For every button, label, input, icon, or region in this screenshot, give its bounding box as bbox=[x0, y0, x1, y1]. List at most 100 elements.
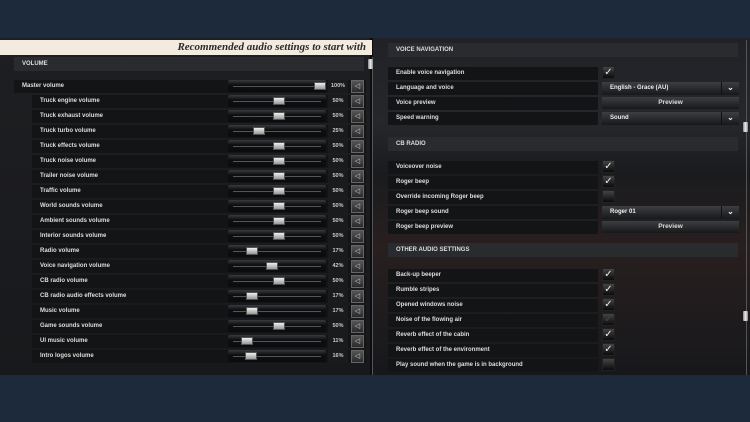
volume-percent: 11% bbox=[328, 335, 348, 348]
speaker-icon[interactable]: ◁ bbox=[351, 200, 364, 213]
speaker-icon[interactable]: ◁ bbox=[351, 140, 364, 153]
volume-slider[interactable] bbox=[228, 260, 326, 272]
speaker-icon[interactable]: ◁ bbox=[351, 290, 364, 303]
volume-percent: 25% bbox=[328, 125, 348, 138]
left-scrollbar[interactable] bbox=[368, 59, 373, 69]
speaker-icon[interactable]: ◁ bbox=[351, 185, 364, 198]
slider-knob[interactable] bbox=[252, 127, 265, 135]
speaker-icon[interactable]: ◁ bbox=[351, 245, 364, 258]
slider-knob[interactable] bbox=[314, 82, 326, 90]
volume-percent: 17% bbox=[328, 290, 348, 303]
setting-label: Reverb effect of the environment bbox=[388, 344, 598, 357]
volume-slider[interactable] bbox=[228, 215, 326, 227]
volume-slider[interactable] bbox=[228, 185, 326, 197]
checkbox[interactable]: ✓ bbox=[602, 190, 615, 203]
chevron-down-icon[interactable]: ⌄ bbox=[721, 112, 739, 125]
panel-divider bbox=[370, 38, 373, 375]
left-scroll-track[interactable] bbox=[372, 57, 373, 375]
speaker-icon[interactable]: ◁ bbox=[351, 230, 364, 243]
checkbox[interactable]: ✓ bbox=[602, 343, 615, 356]
dropdown-value: English - Grace (AU) bbox=[610, 85, 669, 91]
preview-button[interactable]: Preview bbox=[602, 221, 739, 233]
slider-knob[interactable] bbox=[266, 262, 279, 270]
volume-slider[interactable] bbox=[228, 140, 326, 152]
speaker-icon[interactable]: ◁ bbox=[351, 215, 364, 228]
slider-knob[interactable] bbox=[245, 247, 258, 255]
slider-knob[interactable] bbox=[273, 322, 285, 330]
checkbox[interactable]: ✓ bbox=[602, 283, 615, 296]
slider-knob[interactable] bbox=[273, 232, 285, 240]
speaker-icon[interactable]: ◁ bbox=[351, 260, 364, 273]
checkbox[interactable]: ✓ bbox=[602, 66, 615, 79]
speaker-icon[interactable]: ◁ bbox=[351, 95, 364, 108]
volume-slider[interactable] bbox=[228, 155, 326, 167]
volume-slider[interactable] bbox=[228, 335, 326, 347]
checkbox[interactable]: ✓ bbox=[602, 313, 615, 326]
checkbox[interactable]: ✓ bbox=[602, 328, 615, 341]
volume-row-label: CB radio audio effects volume bbox=[32, 290, 226, 303]
slider-knob[interactable] bbox=[273, 277, 285, 285]
cb_radio-header: CB RADIO bbox=[388, 137, 738, 151]
volume-row-label: Truck effects volume bbox=[32, 140, 226, 153]
speaker-icon[interactable]: ◁ bbox=[351, 125, 364, 138]
speaker-icon[interactable]: ◁ bbox=[351, 275, 364, 288]
volume-slider[interactable] bbox=[228, 350, 326, 362]
volume-percent: 17% bbox=[328, 305, 348, 318]
checkbox[interactable]: ✓ bbox=[602, 160, 615, 173]
slider-knob[interactable] bbox=[273, 157, 285, 165]
chevron-down-icon[interactable]: ⌄ bbox=[721, 206, 739, 219]
dropdown-value: Sound bbox=[610, 115, 629, 121]
speaker-icon[interactable]: ◁ bbox=[351, 155, 364, 168]
right-scroll-track[interactable] bbox=[746, 40, 747, 375]
slider-knob[interactable] bbox=[273, 217, 285, 225]
volume-slider[interactable] bbox=[228, 110, 326, 122]
volume-percent: 42% bbox=[328, 260, 348, 273]
checkbox[interactable]: ✓ bbox=[602, 358, 615, 371]
slider-knob[interactable] bbox=[273, 97, 285, 105]
setting-label: Voiceover noise bbox=[388, 161, 598, 174]
dropdown[interactable]: Roger 01 ⌄ bbox=[602, 206, 739, 219]
volume-slider[interactable] bbox=[228, 320, 326, 332]
chevron-down-icon[interactable]: ⌄ bbox=[721, 82, 739, 95]
slider-knob[interactable] bbox=[241, 337, 254, 345]
checkbox[interactable]: ✓ bbox=[602, 175, 615, 188]
voice_nav-header: VOICE NAVIGATION bbox=[388, 43, 738, 57]
volume-slider[interactable] bbox=[228, 305, 326, 317]
slider-knob[interactable] bbox=[245, 352, 258, 360]
dropdown[interactable]: English - Grace (AU) ⌄ bbox=[602, 82, 739, 95]
slider-knob[interactable] bbox=[273, 202, 285, 210]
volume-slider[interactable] bbox=[228, 230, 326, 242]
right-scrollbar[interactable] bbox=[743, 122, 748, 132]
speaker-icon[interactable]: ◁ bbox=[351, 170, 364, 183]
speaker-icon[interactable]: ◁ bbox=[351, 320, 364, 333]
volume-row-label: Music volume bbox=[32, 305, 226, 318]
volume-percent: 50% bbox=[328, 185, 348, 198]
speaker-icon[interactable]: ◁ bbox=[351, 335, 364, 348]
volume-slider[interactable] bbox=[228, 200, 326, 212]
setting-label: Override incoming Roger beep bbox=[388, 191, 598, 204]
volume-row-label: Truck exhaust volume bbox=[32, 110, 226, 123]
preview-button[interactable]: Preview bbox=[602, 97, 739, 109]
right-scrollbar-2[interactable] bbox=[743, 311, 748, 321]
slider-knob[interactable] bbox=[273, 187, 285, 195]
volume-row-label: CB radio volume bbox=[32, 275, 226, 288]
volume-slider[interactable] bbox=[228, 290, 326, 302]
dropdown[interactable]: Sound ⌄ bbox=[602, 112, 739, 125]
checkbox[interactable]: ✓ bbox=[602, 268, 615, 281]
speaker-icon[interactable]: ◁ bbox=[351, 110, 364, 123]
slider-knob[interactable] bbox=[245, 307, 258, 315]
speaker-icon[interactable]: ◁ bbox=[351, 305, 364, 318]
volume-slider[interactable] bbox=[228, 245, 326, 257]
slider-knob[interactable] bbox=[273, 142, 285, 150]
volume-slider[interactable] bbox=[228, 275, 326, 287]
volume-slider[interactable] bbox=[228, 125, 326, 137]
volume-slider[interactable] bbox=[228, 170, 326, 182]
volume-slider[interactable] bbox=[228, 80, 326, 92]
checkbox[interactable]: ✓ bbox=[602, 298, 615, 311]
speaker-icon[interactable]: ◁ bbox=[351, 80, 364, 93]
slider-knob[interactable] bbox=[245, 292, 258, 300]
slider-knob[interactable] bbox=[273, 112, 285, 120]
volume-slider[interactable] bbox=[228, 95, 326, 107]
slider-knob[interactable] bbox=[273, 172, 285, 180]
speaker-icon[interactable]: ◁ bbox=[351, 350, 364, 363]
